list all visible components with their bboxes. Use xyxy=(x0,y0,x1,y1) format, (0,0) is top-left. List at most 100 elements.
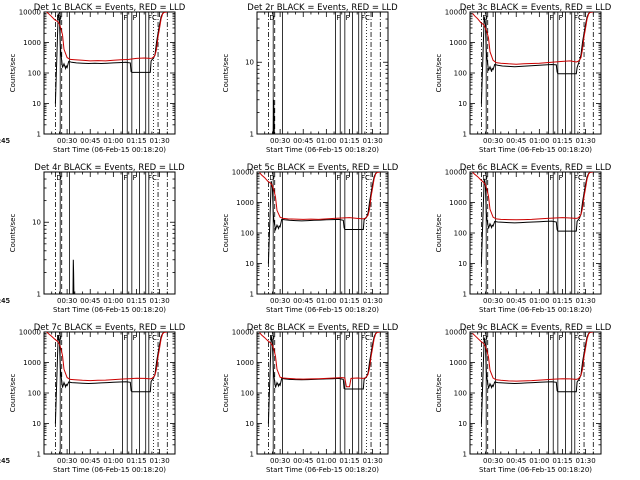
x-tick-label: 00:30 xyxy=(270,137,290,145)
x-tick-label: 01:15 xyxy=(126,137,146,145)
event-annotation: FC xyxy=(361,334,370,342)
panel-9: Det 9c BLACK = Events, RED = LLD11010010… xyxy=(0,323,612,474)
x-tick-label: 01:30 xyxy=(575,297,595,305)
x-tick-label: 01:30 xyxy=(575,137,595,145)
lld-rate-line xyxy=(472,332,594,382)
x-tick-label: 00:30 xyxy=(483,297,503,305)
y-tick-label: 1 xyxy=(37,291,41,299)
x-tick-label: 01:00 xyxy=(316,457,336,465)
x-tick-label: 00:30 xyxy=(483,137,503,145)
x-tick-label: 01:45 xyxy=(0,137,10,145)
y-tick-label: 10 xyxy=(458,100,467,108)
y-axis-label: Counts/sec xyxy=(222,374,230,413)
event-annotation: D xyxy=(482,174,487,182)
x-axis-label: Start Time (06-Feb-15 00:18:20) xyxy=(53,306,166,314)
panel-5: Det 5c BLACK = Events, RED = LLD11010010… xyxy=(0,163,399,314)
lld-rate-line xyxy=(46,332,168,382)
y-axis-label: Counts/sec xyxy=(435,214,443,253)
y-tick-label: 10000 xyxy=(445,169,467,177)
y-tick-label: 10 xyxy=(245,59,254,67)
x-tick-label: 01:15 xyxy=(552,297,572,305)
y-tick-label: 10000 xyxy=(19,329,41,337)
panel-8: Det 8c BLACK = Events, RED = LLD 1 10 100 10… xyxy=(0,323,399,474)
x-tick-label: 00:30 xyxy=(270,457,290,465)
event-rate-line xyxy=(480,12,594,104)
x-tick-label: 01:30 xyxy=(362,137,382,145)
y-tick-label: 10 xyxy=(458,420,467,428)
y-tick-label: 100 xyxy=(454,390,467,398)
x-tick-label: 01:00 xyxy=(103,297,123,305)
lld-rate-line xyxy=(472,12,594,65)
x-tick-label: 01:45 xyxy=(0,137,10,145)
plot-area xyxy=(268,12,381,134)
event-annotation: F xyxy=(559,334,563,342)
y-tick-label: 1000 xyxy=(449,39,467,47)
y-tick-label: 10000 xyxy=(19,9,41,17)
x-tick-label: 01:45 xyxy=(0,457,10,465)
x-tick-label: 01:30 xyxy=(362,457,382,465)
y-tick-label: 1 xyxy=(463,451,467,459)
x-tick-label: 00:45 xyxy=(80,297,100,305)
event-annotation: F xyxy=(133,174,137,182)
x-tick-label: 01:15 xyxy=(126,297,146,305)
plot-area xyxy=(46,332,168,454)
event-annotation: D xyxy=(482,14,487,22)
event-annotation: FC xyxy=(574,174,583,182)
event-annotation: F xyxy=(559,14,563,22)
panel-title: Det 8c BLACK = Events, RED = LLD xyxy=(247,323,399,333)
x-tick-label: 01:00 xyxy=(103,457,123,465)
panel-title: Det 1c BLACK = Events, RED = LLD xyxy=(34,3,186,13)
event-annotation: F xyxy=(336,334,340,342)
x-axis-label: Start Time (06-Feb-15 00:18:20) xyxy=(479,306,592,314)
x-tick-label: 01:30 xyxy=(149,137,169,145)
x-tick-label: 00:30 xyxy=(270,297,290,305)
x-tick-label: 00:30 xyxy=(57,137,77,145)
x-axis-label: Start Time (06-Feb-15 00:18:20) xyxy=(479,466,592,474)
y-tick-label: 1000 xyxy=(23,39,41,47)
event-rate-line xyxy=(480,172,594,264)
panel-1: Det 1c BLACK = Events, RED = LLD 1 10 100 10… xyxy=(0,3,186,154)
event-annotation: FC xyxy=(361,174,370,182)
event-annotation: FC xyxy=(361,14,370,22)
event-rate-line xyxy=(480,332,594,424)
x-tick-label: 00:45 xyxy=(293,457,313,465)
y-axis-label: Counts/sec xyxy=(222,54,230,93)
x-tick-label: 01:45 xyxy=(0,137,10,145)
y-tick-label: 10 xyxy=(245,420,254,428)
x-tick-label: 00:45 xyxy=(506,297,526,305)
x-tick-label: 01:30 xyxy=(575,457,595,465)
x-tick-label: 00:45 xyxy=(506,457,526,465)
x-axis-label: Start Time (06-Feb-15 00:18:20) xyxy=(266,466,379,474)
y-tick-label: 1 xyxy=(250,131,254,139)
y-tick-label: 1 xyxy=(250,451,254,459)
panel-4: Det 4r BLACK = Events, RED = LLD 1 10 Count… xyxy=(0,163,185,314)
y-tick-label: 100 xyxy=(241,390,254,398)
event-annotation: D xyxy=(56,174,61,182)
x-axis-label: Start Time (06-Feb-15 00:18:20) xyxy=(266,306,379,314)
y-tick-label: 1000 xyxy=(449,359,467,367)
x-tick-label: 01:00 xyxy=(529,137,549,145)
event-annotation: F xyxy=(133,14,137,22)
x-tick-label: 01:45 xyxy=(0,297,10,305)
panel-title: Det 6c BLACK = Events, RED = LLD xyxy=(460,163,612,173)
x-tick-label: 00:30 xyxy=(483,457,503,465)
event-annotation: F xyxy=(346,334,350,342)
y-axis-label: Counts/sec xyxy=(9,374,17,413)
x-tick-label: 01:00 xyxy=(529,457,549,465)
event-annotation: F xyxy=(123,14,127,22)
x-tick-label: 01:45 xyxy=(0,297,10,305)
y-tick-label: 100 xyxy=(454,230,467,238)
y-tick-label: 100 xyxy=(241,230,254,238)
y-tick-label: 10000 xyxy=(232,169,254,177)
y-tick-label: 1000 xyxy=(449,199,467,207)
y-tick-label: 1000 xyxy=(236,199,254,207)
plot-area xyxy=(472,172,594,294)
lld-rate-line xyxy=(472,172,594,221)
y-tick-label: 10 xyxy=(32,100,41,108)
event-annotation: FC xyxy=(574,334,583,342)
y-tick-label: 10000 xyxy=(445,329,467,337)
panel-title: Det 4r BLACK = Events, RED = LLD xyxy=(34,163,185,173)
event-annotation: F xyxy=(346,174,350,182)
